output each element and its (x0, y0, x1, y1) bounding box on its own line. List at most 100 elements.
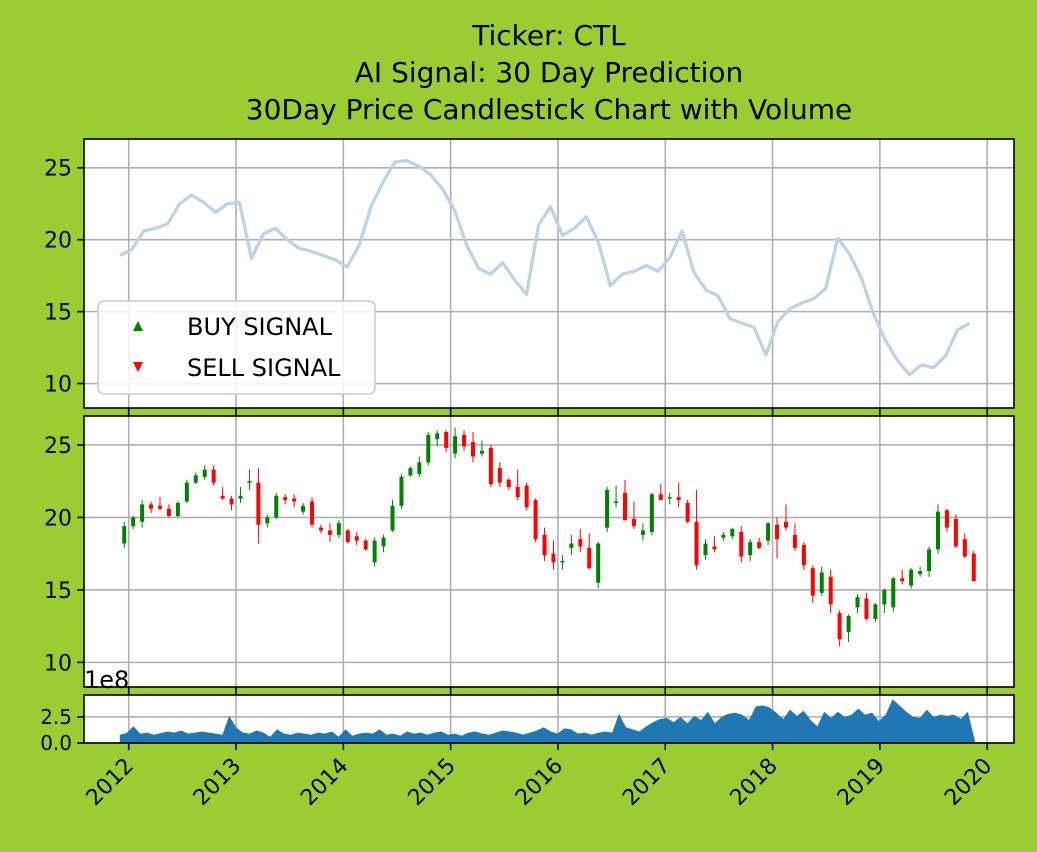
candle-body (882, 589, 887, 605)
candlestick (757, 537, 762, 550)
candle-body (220, 495, 225, 499)
candle-body (667, 497, 672, 499)
candlestick (792, 523, 797, 551)
candle-body (783, 521, 788, 528)
candlestick (310, 497, 315, 528)
candlestick (131, 515, 136, 530)
candlestick (631, 501, 636, 530)
candle-body (506, 479, 511, 488)
candlestick (265, 514, 270, 528)
candlestick (560, 555, 565, 570)
ohlc-panel: 10 15 20 25 (44, 415, 1015, 694)
candle-body (730, 529, 735, 537)
ohlc-plot-area (84, 416, 1014, 687)
candlestick (488, 444, 493, 488)
candlestick (873, 602, 878, 622)
candle-body (336, 523, 341, 535)
candlestick (828, 569, 833, 614)
candlestick (470, 431, 475, 463)
y-tick-label: 25 (44, 157, 72, 182)
price-panel-frame (83, 138, 1015, 409)
candlestick (953, 514, 958, 548)
title-line-3: 30Day Price Candlestick Chart with Volum… (246, 93, 852, 126)
price-x-tick-marks (127, 408, 988, 415)
candlestick (363, 539, 368, 551)
candle-body (631, 518, 636, 527)
candlestick (444, 430, 449, 453)
candlestick (649, 492, 654, 535)
candlestick (301, 502, 306, 515)
y-tick-label: 10 (44, 372, 72, 397)
candle-body (623, 492, 628, 521)
candlestick (292, 494, 297, 508)
candlestick (158, 497, 163, 511)
candlestick (426, 431, 431, 466)
candlestick (846, 614, 851, 643)
candle-body (935, 511, 940, 550)
candlestick (900, 569, 905, 585)
candlestick (783, 504, 788, 531)
candle-body (962, 539, 967, 557)
candlestick (193, 472, 198, 485)
ohlc-grid (84, 416, 1014, 687)
sell-signal-marker-icon (133, 362, 143, 372)
candlestick (918, 566, 923, 577)
candlestick (596, 542, 601, 589)
candle-body (292, 498, 297, 502)
candle-body (712, 546, 717, 550)
candle-body (462, 434, 467, 447)
candlestick (766, 521, 771, 545)
candle-body (703, 543, 708, 556)
candle-body (444, 431, 449, 448)
candle-body (927, 549, 932, 572)
candlestick (891, 576, 896, 612)
candle-body (766, 523, 771, 541)
y-tick-label: 15 (44, 301, 72, 326)
title-line-1: Ticker: CTL (471, 19, 626, 52)
candle-body (551, 553, 556, 563)
candle-body (792, 534, 797, 548)
candle-body (435, 433, 440, 440)
candle-body (497, 468, 502, 483)
candlestick (882, 588, 887, 614)
candle-body (310, 501, 315, 525)
candle-body (614, 501, 619, 504)
candlestick (497, 462, 502, 488)
candlestick (256, 468, 261, 544)
candle-body (605, 489, 610, 528)
price-panel: 10 15 20 25 BUY SIGNAL SELL SIGNAL (44, 138, 1015, 415)
candle-body (399, 476, 404, 506)
candlestick (175, 501, 180, 518)
candlestick (837, 610, 842, 647)
candlestick (551, 540, 556, 570)
candle-body (363, 540, 368, 550)
candle-body (479, 450, 484, 454)
candle-body (801, 544, 806, 566)
candlestick (685, 500, 690, 524)
candlestick (506, 478, 511, 490)
candle-body (748, 542, 753, 556)
candlestick (712, 536, 717, 553)
y-tick-label: 10 (44, 651, 72, 676)
candlestick (399, 473, 404, 509)
volume-offset-label: 1e8 (84, 666, 129, 694)
candlestick (149, 501, 154, 514)
candle-body (372, 540, 377, 563)
candle-body (381, 537, 386, 547)
y-tick-label: 20 (44, 229, 72, 254)
legend-buy-label: BUY SIGNAL (187, 313, 333, 341)
candlestick (658, 484, 663, 501)
volume-panel-frame (83, 694, 1015, 744)
candlestick (569, 534, 574, 556)
candle-body (909, 569, 914, 586)
candlestick (220, 487, 225, 501)
candle-body (828, 576, 833, 605)
candlestick (578, 529, 583, 553)
candlestick (417, 456, 422, 477)
candlestick (247, 469, 252, 490)
candlestick (703, 539, 708, 560)
candlestick (453, 427, 458, 459)
ohlc-y-axis: 10 15 20 25 (44, 434, 84, 676)
candle-body (247, 481, 252, 483)
